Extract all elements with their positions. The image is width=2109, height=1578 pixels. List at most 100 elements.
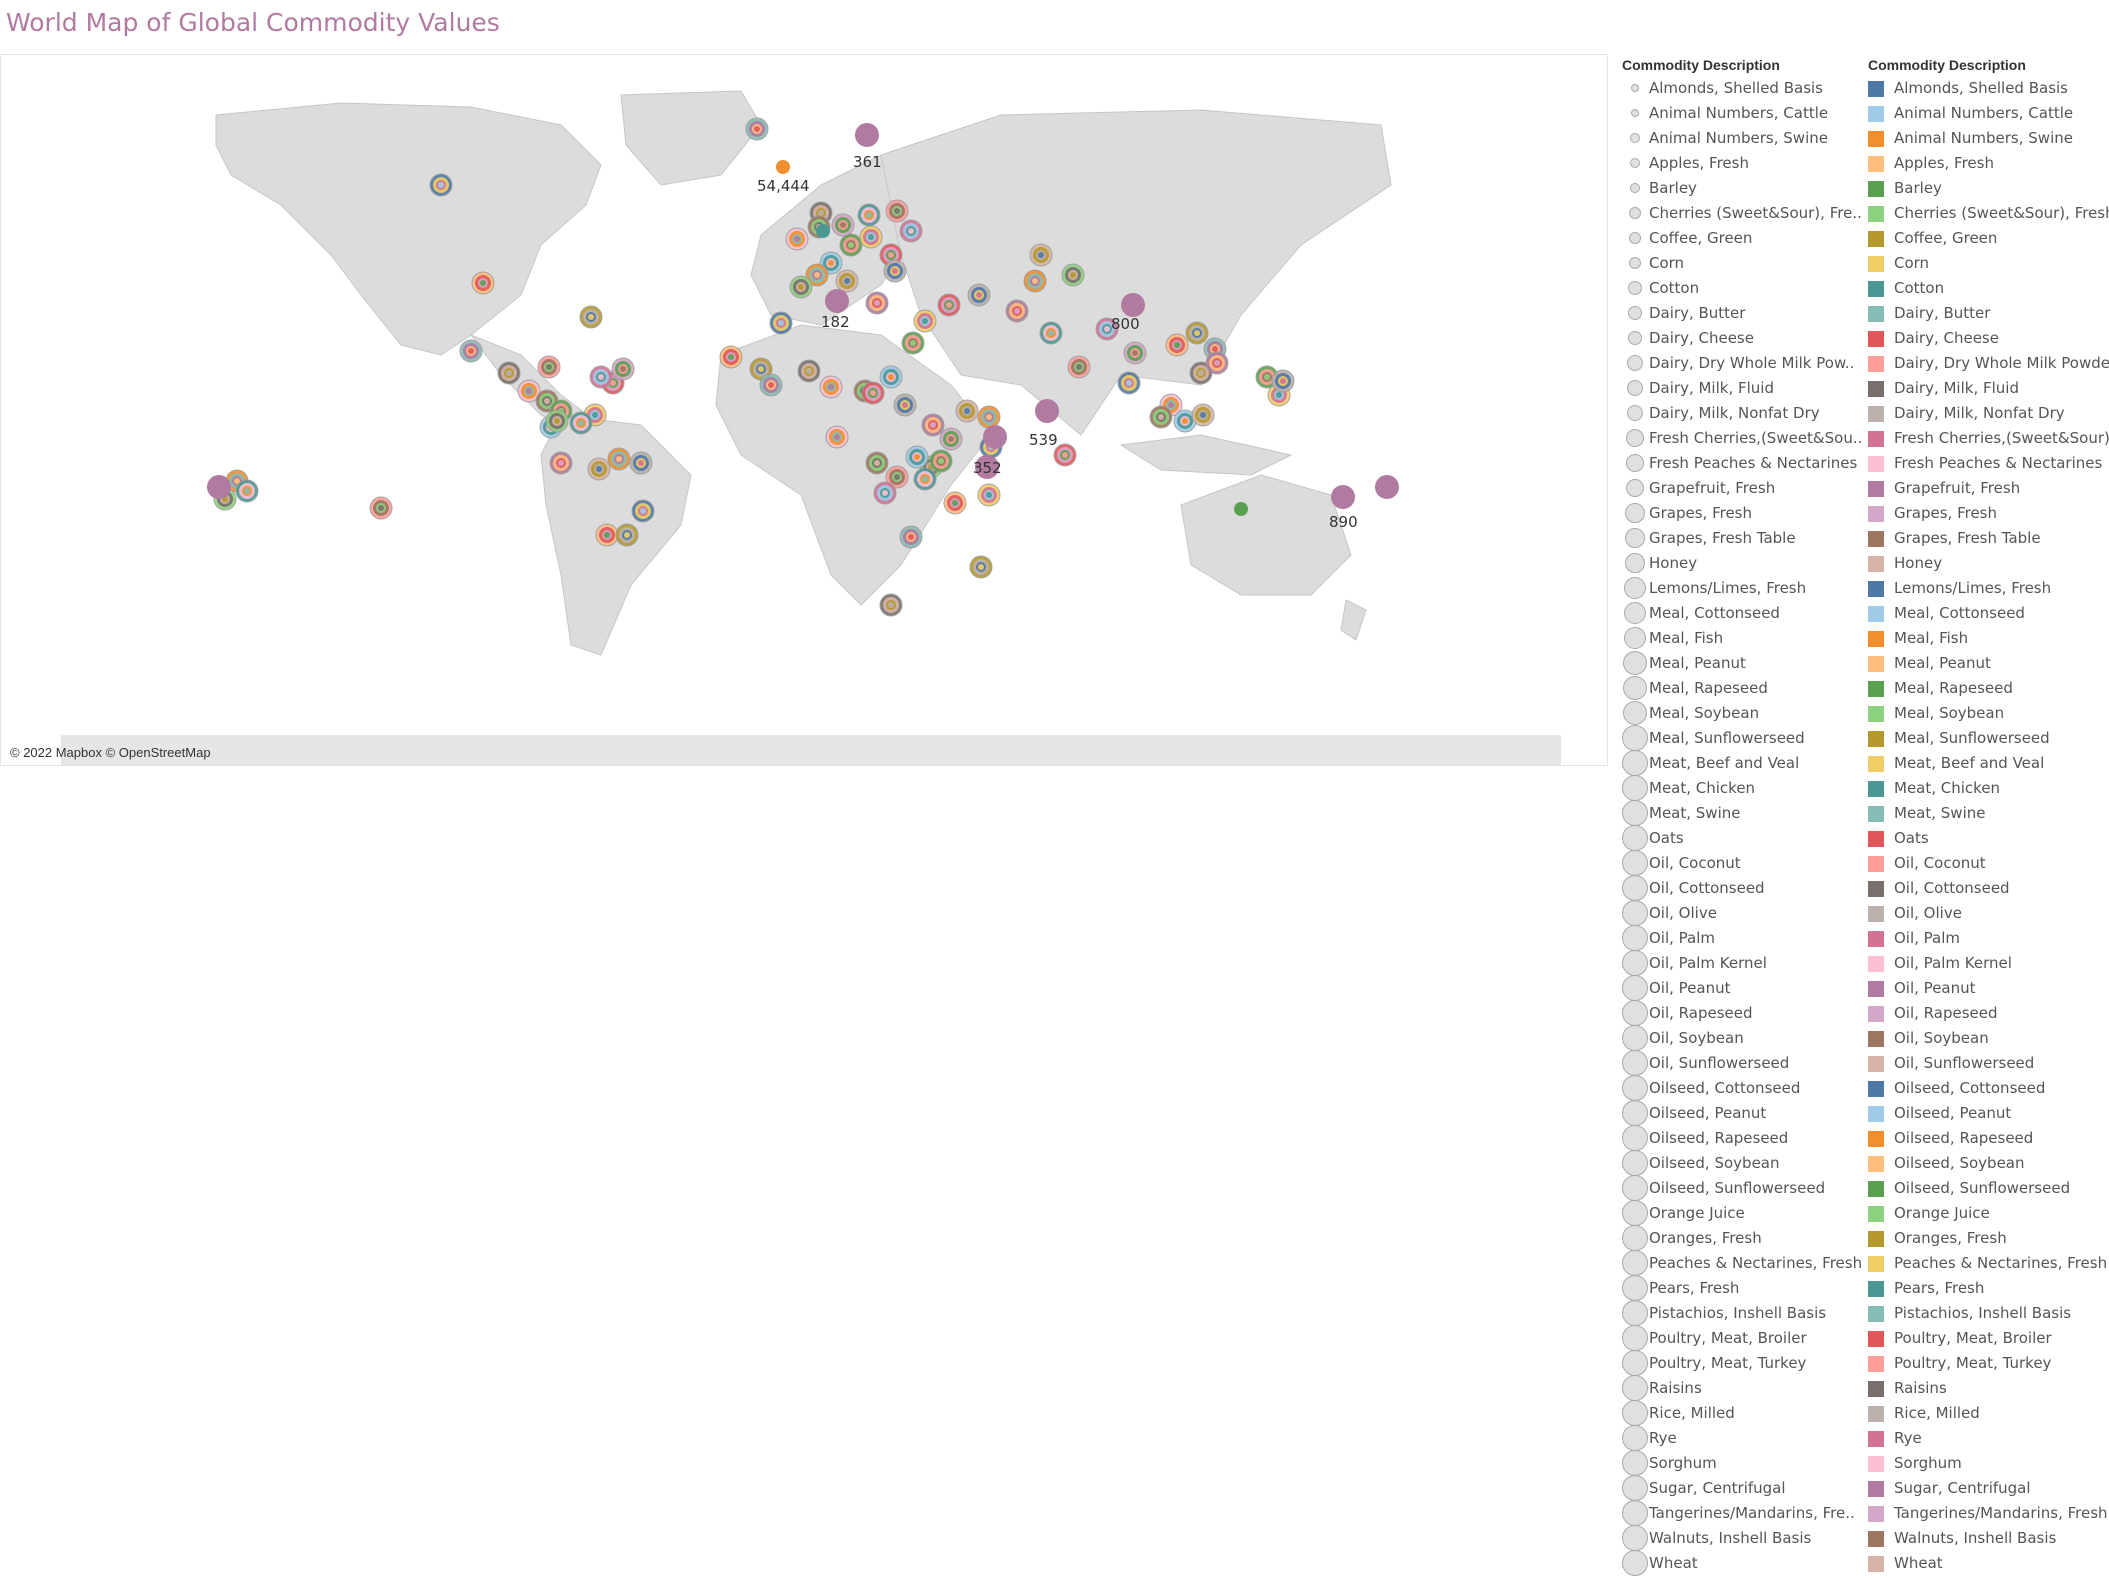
commodity-marker[interactable]	[1023, 269, 1047, 293]
commodity-marker[interactable]	[899, 219, 923, 243]
color-legend-item[interactable]: Animal Numbers, Swine	[1868, 126, 2108, 151]
commodity-marker[interactable]	[1331, 485, 1355, 509]
color-legend-item[interactable]: Poultry, Meat, Turkey	[1868, 1351, 2108, 1376]
color-legend-item[interactable]: Oil, Palm	[1868, 926, 2108, 951]
size-legend-item[interactable]: Oil, Sunflowerseed	[1622, 1050, 1862, 1076]
size-legend-item[interactable]: Lemons/Limes, Fresh	[1622, 576, 1862, 601]
color-legend-item[interactable]: Sorghum	[1868, 1451, 2108, 1476]
size-legend-item[interactable]: Honey	[1622, 551, 1862, 576]
commodity-marker[interactable]	[537, 355, 561, 379]
size-legend-item[interactable]: Oil, Palm Kernel	[1622, 950, 1862, 976]
color-legend-item[interactable]: Cherries (Sweet&Sour), Fresh	[1868, 201, 2109, 226]
commodity-marker[interactable]	[839, 233, 863, 257]
color-legend-item[interactable]: Grapes, Fresh Table	[1868, 526, 2108, 551]
commodity-marker[interactable]	[1061, 263, 1085, 287]
commodity-marker[interactable]	[861, 381, 885, 405]
commodity-marker[interactable]	[785, 227, 809, 251]
commodity-marker[interactable]	[719, 345, 743, 369]
commodity-marker[interactable]	[595, 523, 619, 547]
size-legend-item[interactable]: Oil, Palm	[1622, 925, 1862, 951]
size-legend-item[interactable]: Grapes, Fresh Table	[1622, 526, 1862, 551]
size-legend-item[interactable]: Wheat	[1622, 1550, 1862, 1576]
size-legend-item[interactable]: Meal, Fish	[1622, 626, 1862, 651]
color-legend-item[interactable]: Fresh Cherries,(Sweet&Sour)	[1868, 426, 2109, 451]
color-legend-item[interactable]: Rye	[1868, 1426, 2108, 1451]
commodity-marker[interactable]	[1117, 371, 1141, 395]
color-legend-item[interactable]: Oilseed, Peanut	[1868, 1101, 2108, 1126]
commodity-marker[interactable]	[459, 339, 483, 363]
color-legend-item[interactable]: Dairy, Cheese	[1868, 326, 2108, 351]
color-legend-item[interactable]: Meal, Cottonseed	[1868, 601, 2108, 626]
color-legend-item[interactable]: Oilseed, Cottonseed	[1868, 1076, 2108, 1101]
color-legend-item[interactable]: Oil, Cottonseed	[1868, 876, 2108, 901]
size-legend-item[interactable]: Oilseed, Sunflowerseed	[1622, 1175, 1862, 1201]
size-legend-item[interactable]: Oats	[1622, 825, 1862, 851]
color-legend-item[interactable]: Grapes, Fresh	[1868, 501, 2108, 526]
commodity-marker[interactable]	[943, 491, 967, 515]
commodity-marker[interactable]	[939, 427, 963, 451]
commodity-marker[interactable]	[1191, 403, 1215, 427]
size-legend-item[interactable]: Animal Numbers, Cattle	[1622, 101, 1862, 126]
commodity-marker[interactable]	[901, 331, 925, 355]
color-legend-item[interactable]: Oil, Soybean	[1868, 1026, 2108, 1051]
size-legend-item[interactable]: Oil, Rapeseed	[1622, 1000, 1862, 1026]
commodity-marker[interactable]	[517, 379, 541, 403]
commodity-marker[interactable]	[977, 483, 1001, 507]
size-legend-item[interactable]: Oilseed, Cottonseed	[1622, 1075, 1862, 1101]
size-legend-item[interactable]: Meal, Rapeseed	[1622, 676, 1862, 701]
commodity-marker[interactable]	[855, 123, 879, 147]
size-legend-item[interactable]: Poultry, Meat, Broiler	[1622, 1325, 1862, 1351]
color-legend-item[interactable]: Apples, Fresh	[1868, 151, 2108, 176]
commodity-marker[interactable]	[835, 269, 859, 293]
color-legend-item[interactable]: Oil, Sunflowerseed	[1868, 1051, 2108, 1076]
commodity-marker[interactable]	[819, 251, 843, 275]
commodity-marker[interactable]	[885, 465, 909, 489]
commodity-marker[interactable]	[859, 225, 883, 249]
size-legend-item[interactable]: Meal, Sunflowerseed	[1622, 725, 1862, 751]
color-legend-item[interactable]: Oilseed, Soybean	[1868, 1151, 2108, 1176]
size-legend-item[interactable]: Rye	[1622, 1425, 1862, 1451]
commodity-marker[interactable]	[969, 555, 993, 579]
size-legend-item[interactable]: Corn	[1622, 251, 1862, 276]
color-legend-item[interactable]: Meal, Rapeseed	[1868, 676, 2108, 701]
commodity-marker[interactable]	[1123, 341, 1147, 365]
commodity-marker[interactable]	[1234, 502, 1248, 516]
commodity-marker[interactable]	[569, 411, 593, 435]
color-legend-item[interactable]: Animal Numbers, Cattle	[1868, 101, 2108, 126]
color-legend-item[interactable]: Oats	[1868, 826, 2108, 851]
commodity-marker[interactable]	[913, 309, 937, 333]
commodity-marker[interactable]	[207, 475, 231, 499]
commodity-marker[interactable]	[1005, 299, 1029, 323]
commodity-marker[interactable]	[825, 425, 849, 449]
size-legend-item[interactable]: Cotton	[1622, 276, 1862, 301]
size-legend-item[interactable]: Meal, Peanut	[1622, 651, 1862, 676]
commodity-marker[interactable]	[955, 399, 979, 423]
commodity-marker[interactable]	[629, 451, 653, 475]
commodity-marker[interactable]	[1173, 409, 1197, 433]
size-legend-item[interactable]: Animal Numbers, Swine	[1622, 126, 1862, 151]
color-legend-item[interactable]: Lemons/Limes, Fresh	[1868, 576, 2108, 601]
commodity-marker[interactable]	[749, 357, 773, 381]
commodity-marker[interactable]	[983, 425, 1007, 449]
size-legend-item[interactable]: Tangerines/Mandarins, Fre..	[1622, 1500, 1862, 1526]
size-legend-item[interactable]: Dairy, Cheese	[1622, 326, 1862, 351]
color-legend-item[interactable]: Meal, Peanut	[1868, 651, 2108, 676]
commodity-marker[interactable]	[937, 293, 961, 317]
color-legend-item[interactable]: Oil, Olive	[1868, 901, 2108, 926]
color-legend-item[interactable]: Meal, Soybean	[1868, 701, 2108, 726]
color-legend-item[interactable]: Dairy, Milk, Fluid	[1868, 376, 2108, 401]
size-legend-item[interactable]: Poultry, Meat, Turkey	[1622, 1350, 1862, 1376]
commodity-marker[interactable]	[769, 311, 793, 335]
color-legend-item[interactable]: Dairy, Dry Whole Milk Powder	[1868, 351, 2109, 376]
color-legend-item[interactable]: Dairy, Milk, Nonfat Dry	[1868, 401, 2108, 426]
color-legend-item[interactable]: Poultry, Meat, Broiler	[1868, 1326, 2108, 1351]
commodity-marker[interactable]	[805, 263, 829, 287]
size-legend-item[interactable]: Meal, Soybean	[1622, 701, 1862, 726]
commodity-marker[interactable]	[589, 365, 613, 389]
commodity-marker[interactable]	[1375, 475, 1399, 499]
size-legend-item[interactable]: Dairy, Milk, Fluid	[1622, 376, 1862, 401]
size-legend-item[interactable]: Orange Juice	[1622, 1200, 1862, 1226]
size-legend-item[interactable]: Oilseed, Rapeseed	[1622, 1125, 1862, 1151]
color-legend-item[interactable]: Oil, Rapeseed	[1868, 1001, 2108, 1026]
commodity-marker[interactable]	[497, 361, 521, 385]
